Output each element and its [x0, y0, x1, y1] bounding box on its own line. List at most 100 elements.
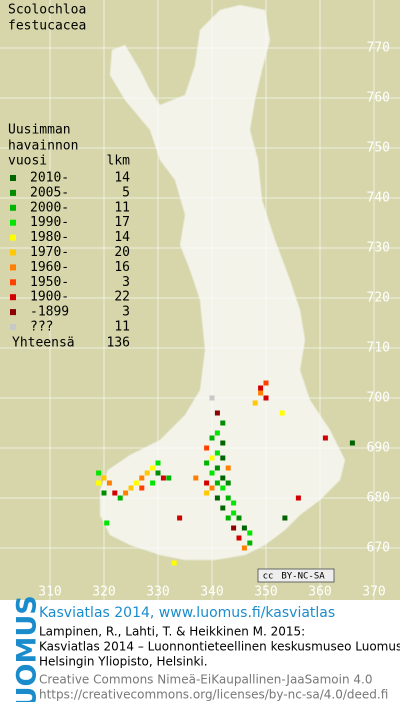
- occurrence-square: [225, 480, 231, 486]
- occurrence-square: [236, 535, 242, 541]
- occurrence-square: [160, 475, 166, 481]
- legend-swatch: [10, 204, 16, 211]
- legend-swatch: [10, 189, 16, 196]
- legend-heading: havainnon: [8, 139, 78, 154]
- atlas-link[interactable]: Kasviatlas 2014, www.luomus.fi/kasviatla…: [39, 605, 335, 621]
- occurrence-square: [101, 475, 107, 481]
- x-tick-label: 310: [38, 585, 61, 600]
- x-tick-label: 370: [362, 585, 385, 600]
- occurrence-square: [263, 380, 269, 386]
- citation: Lampinen, R., Lahti, T. & Heikkinen M. 2…: [39, 625, 305, 639]
- occurrence-square: [225, 465, 231, 471]
- occurrence-square: [220, 455, 226, 461]
- y-tick-label: 680: [367, 491, 390, 506]
- occurrence-square: [220, 440, 226, 446]
- y-tick-label: 720: [367, 291, 390, 306]
- occurrence-square: [209, 470, 215, 476]
- legend-count: 11: [114, 200, 130, 215]
- occurrence-square: [282, 515, 288, 521]
- y-tick-label: 740: [367, 191, 390, 206]
- legend-swatch: [10, 294, 16, 301]
- occurrence-square: [214, 410, 220, 416]
- license-url[interactable]: https://creativecommons.org/licenses/by-…: [39, 688, 388, 702]
- occurrence-square: [193, 475, 199, 481]
- legend-label: 1970-: [30, 245, 69, 260]
- occurrence-square: [263, 395, 269, 401]
- legend-count: 5: [122, 185, 130, 200]
- x-tick-label: 360: [308, 585, 331, 600]
- occurrence-square: [112, 490, 118, 496]
- legend-count: 16: [114, 260, 130, 275]
- logo: LUOMUS: [12, 595, 43, 702]
- legend-count: 20: [114, 245, 130, 260]
- occurrence-square: [209, 395, 215, 401]
- occurrence-square: [204, 490, 210, 496]
- y-tick-label: 690: [367, 441, 390, 456]
- citation: Kasviatlas 2014 – Luonnontieteellinen ke…: [39, 640, 400, 654]
- occurrence-square: [128, 485, 134, 491]
- legend-count-heading: lkm: [107, 154, 131, 169]
- species-name: festucacea: [8, 19, 86, 34]
- occurrence-square: [225, 515, 231, 521]
- occurrence-square: [117, 495, 123, 501]
- license-badge-text: BY-NC-SA: [281, 572, 325, 582]
- legend-swatch: [10, 264, 16, 271]
- legend-label: 1960-: [30, 260, 69, 275]
- legend-swatch: [10, 234, 16, 241]
- legend-count: 11: [114, 320, 130, 335]
- y-tick-label: 760: [367, 91, 390, 106]
- y-tick-label: 750: [367, 141, 390, 156]
- occurrence-square: [144, 470, 150, 476]
- legend-heading: Uusimman: [8, 123, 71, 138]
- occurrence-square: [247, 530, 253, 536]
- occurrence-square: [241, 545, 247, 551]
- y-tick-label: 730: [367, 241, 390, 256]
- occurrence-square: [96, 470, 102, 476]
- occurrence-square: [155, 470, 161, 476]
- occurrence-square: [220, 420, 226, 426]
- legend-swatch: [10, 249, 16, 256]
- occurrence-square: [106, 480, 112, 486]
- occurrence-square: [204, 445, 210, 451]
- occurrence-square: [214, 480, 220, 486]
- legend-swatch: [10, 219, 16, 226]
- legend-swatch: [10, 175, 16, 181]
- finland-outline: [99, 4, 346, 561]
- x-tick-label: 350: [254, 585, 277, 600]
- occurrence-square: [214, 465, 220, 471]
- license-badge: [257, 568, 335, 583]
- occurrence-square: [209, 455, 215, 461]
- occurrence-square: [258, 385, 264, 391]
- legend-label: 1980-: [30, 230, 69, 245]
- occurrence-square: [150, 480, 156, 486]
- occurrence-square: [241, 525, 247, 531]
- license-badge-cc: cc: [263, 572, 274, 582]
- occurrence-square: [209, 485, 215, 491]
- citation: Helsingin Yliopisto, Helsinki.: [39, 655, 208, 669]
- occurrence-square: [247, 540, 253, 546]
- y-tick-label: 700: [367, 391, 390, 406]
- occurrence-square: [322, 435, 328, 441]
- occurrence-square: [279, 410, 285, 416]
- occurrence-square: [171, 560, 177, 566]
- occurrence-square: [231, 500, 237, 506]
- legend-heading: vuosi: [8, 154, 47, 169]
- legend-count: 3: [122, 305, 130, 320]
- legend-label: 2010-: [30, 171, 69, 186]
- legend-count: 14: [114, 230, 130, 245]
- occurrence-square: [177, 515, 183, 521]
- legend-label: ???: [30, 320, 53, 335]
- occurrence-square: [209, 435, 215, 441]
- legend-total-label: Yhteensä: [12, 336, 75, 351]
- legend-count: 22: [114, 290, 130, 305]
- legend-label: 2000-: [30, 200, 69, 215]
- occurrence-square: [252, 400, 258, 406]
- legend-count: 17: [114, 215, 130, 230]
- occurrence-square: [150, 465, 156, 471]
- occurrence-square: [214, 495, 220, 501]
- y-tick-label: 670: [367, 541, 390, 556]
- legend-count: 14: [114, 171, 130, 186]
- occurrence-square: [231, 510, 237, 516]
- legend-count: 3: [122, 275, 130, 290]
- y-tick-label: 710: [367, 341, 390, 356]
